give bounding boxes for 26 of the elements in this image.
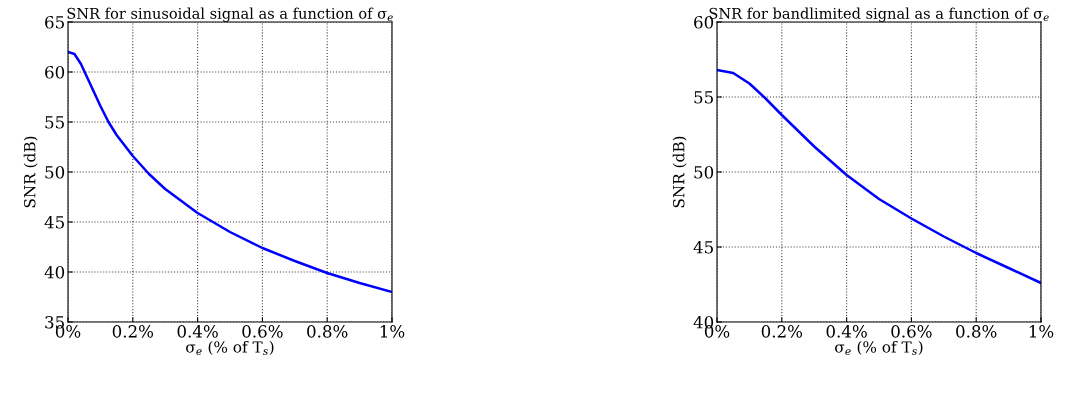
x-tick-label: 0.8% [956, 325, 997, 338]
y-tick-label: 55 [694, 91, 713, 104]
x-tick-label: 1% [380, 325, 405, 338]
x-tick-label: 0.8% [307, 325, 348, 338]
y-tick-label: 50 [45, 165, 65, 179]
x-tick-label: 0.2% [112, 325, 154, 338]
y-tick-label: 65 [45, 15, 64, 29]
y-axis-title: SNR (dB) [23, 136, 38, 208]
x-tick-label: 0.6% [891, 325, 932, 338]
x-tick-label: 0.4% [826, 325, 867, 338]
x-axis-title: σ$_{e}$ (% of T$_{s}$) [186, 340, 274, 356]
x-tick-label: 0.6% [242, 325, 283, 338]
y-tick-label: 40 [44, 265, 65, 279]
x-axis-title: σ$_{e}$ (% of T$_{s}$) [835, 340, 923, 356]
y-axis-title: SNR (dB) [672, 136, 687, 208]
x-tick-label: 0.4% [177, 325, 218, 338]
y-tick-label: 45 [693, 240, 713, 254]
chart-title: SNR for sinusoidal signal as a function of σ$_{e}$ [67, 7, 393, 22]
y-tick-label: 55 [45, 116, 64, 129]
line-series [717, 68, 1041, 285]
x-tick-label: 0.2% [761, 325, 803, 338]
x-tick-label: 1% [1029, 325, 1054, 338]
y-tick-label: 50 [694, 165, 714, 179]
line-series [68, 50, 392, 294]
y-tick-label: 60 [45, 65, 65, 79]
y-tick-label: 45 [44, 215, 64, 229]
